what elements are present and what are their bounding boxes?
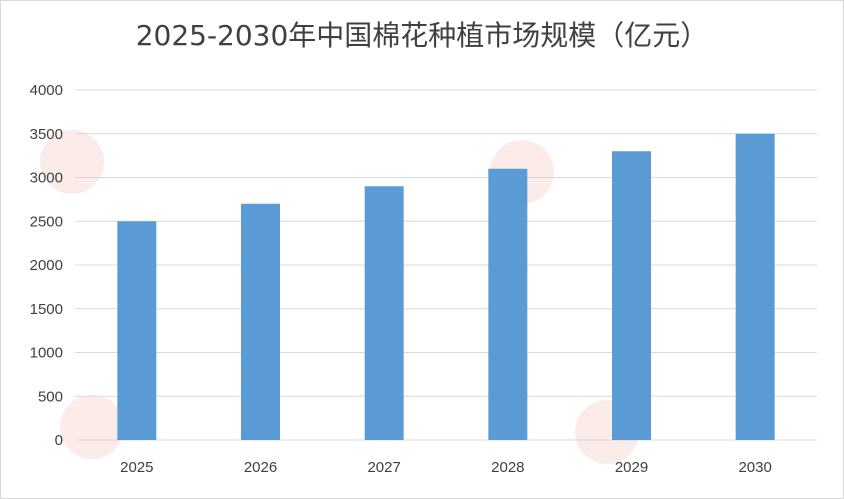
bars [117,133,775,440]
bar-2027 [364,186,404,440]
x-tick-label: 2026 [244,459,277,476]
x-tick-label: 2028 [491,459,524,476]
bar-2026 [241,203,280,440]
bar-2028 [488,168,528,440]
x-tick-label: 2027 [367,459,400,476]
y-tick-label: 3000 [30,170,63,187]
y-tick-label: 2500 [30,213,63,230]
y-tick-label: 3500 [30,126,63,143]
y-axis-tick-labels: 0 500 1000 1500 2000 2500 3000 3500 4000 [30,82,63,449]
chart-title: 2025-2030年中国棉花种植市场规模（亿元） [135,19,709,52]
bar-2030 [735,133,775,440]
x-tick-label: 2029 [615,459,648,476]
bar-2029 [612,151,651,440]
grid-lines [75,89,817,441]
bar-2025 [117,221,157,440]
y-tick-label: 500 [38,388,63,405]
x-tick-label: 2030 [738,459,771,476]
y-tick-label: 0 [55,432,63,449]
x-axis-tick-labels: 2025 2026 2027 2028 2029 2030 [120,459,772,476]
x-tick-label: 2025 [120,459,153,476]
y-tick-label: 4000 [30,82,63,99]
y-tick-label: 2000 [30,257,63,274]
y-tick-label: 1000 [30,345,63,362]
y-tick-label: 1500 [30,301,63,318]
